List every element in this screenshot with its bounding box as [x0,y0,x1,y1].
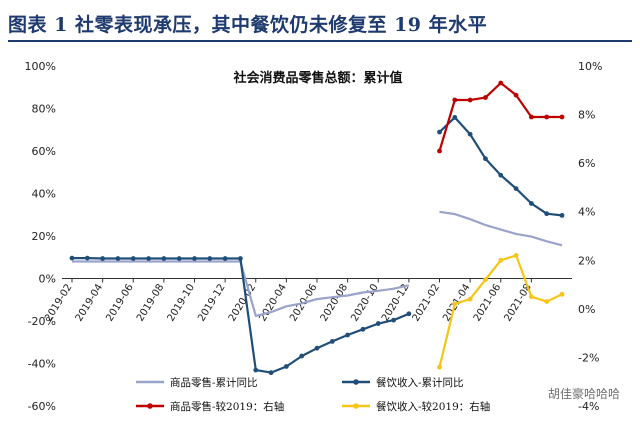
data-point [115,256,121,261]
left-tick-label: 20% [32,230,56,243]
left-tick-label: -40% [28,358,56,371]
data-point [406,311,412,317]
legend-marker [353,403,359,409]
data-point [146,256,151,261]
data-point [498,257,504,263]
data-point [452,115,458,120]
left-tick-label: 40% [32,188,56,201]
data-point [559,212,565,218]
data-point [467,296,473,302]
right-axis: -4% -2% 0% 2% 4% 6% 8% 10% [578,60,602,413]
data-point [130,256,136,261]
figure-title: 图表 1 社零表现承压，其中餐饮仍未修复至 19 年水平 [8,14,488,36]
data-point [513,92,519,98]
data-point [452,301,458,307]
left-axis: -60% -40% -20% 0% 20% 40% 60% 80% 100% [25,60,56,413]
data-point [283,364,289,369]
right-tick-label: 10% [578,60,602,73]
data-point [360,326,366,332]
right-tick-label: -4% [578,400,599,413]
plot-area [69,80,565,376]
data-point [544,114,550,120]
legend-item: 餐饮收入-累计同比 [342,376,464,389]
data-point [192,256,197,261]
right-tick-label: 0% [578,303,595,316]
left-tick-label: -60% [28,400,56,413]
series-3 [437,80,565,154]
legend-item: 商品零售-累计同比 [136,376,258,389]
data-point [467,97,473,103]
data-point [528,201,534,206]
data-point [483,277,488,283]
data-point [437,364,442,370]
data-point [314,345,320,351]
data-point [345,332,351,338]
data-point [528,294,534,300]
legend-marker [353,379,359,385]
data-point [238,256,243,261]
chart-title: 社会消费品零售总额：累计值 [232,70,402,86]
right-tick-label: -2% [578,351,599,364]
data-point [391,317,396,323]
data-point [544,211,550,217]
data-point [207,256,213,261]
data-point [513,253,519,258]
right-tick-label: 2% [578,254,595,267]
data-point [498,80,504,86]
data-point [69,255,75,261]
line-chart: -60% -40% -20% 0% 20% 40% 60% 80% 100% -4% -2% 0% 2… [0,44,640,424]
title-divider [8,40,632,42]
data-point [483,156,488,162]
left-tick-label: 80% [32,103,56,116]
left-tick-label: 60% [32,145,56,158]
data-point [329,339,335,344]
series-line [439,210,563,247]
data-point [222,256,228,261]
right-tick-label: 6% [578,157,595,170]
watermark: 胡佳豪哈哈哈 [548,386,620,401]
data-point [528,114,534,120]
legend-label: 商品零售-累计同比 [170,376,258,389]
data-point [299,353,305,359]
data-point [176,256,182,261]
right-tick-label: 4% [578,206,595,219]
legend-item: 商品零售-较2019：右轴 [136,400,284,413]
data-point [437,148,442,154]
series-4 [437,253,565,370]
data-point [467,131,473,137]
data-point [544,299,550,304]
data-point [253,367,259,373]
data-point [452,97,458,103]
data-point [559,291,565,297]
right-tick-label: 8% [578,109,595,122]
data-point [100,256,106,261]
data-point [161,256,167,261]
legend-label: 商品零售-较2019：右轴 [170,400,284,413]
data-point [84,255,90,261]
data-point [498,172,504,178]
legend-marker [147,403,153,409]
left-tick-label: -20% [28,315,56,328]
data-point [559,114,565,120]
chart-background [0,44,640,424]
data-point [375,321,381,326]
left-tick-label: 0% [39,273,56,286]
legend-item: 餐饮收入-较2019：右轴 [342,400,490,413]
data-point [483,95,488,100]
left-tick-label: 100% [25,60,56,73]
data-point [268,370,274,376]
data-point [437,129,442,135]
series-2 [69,115,565,376]
data-point [513,186,519,192]
legend-label: 餐饮收入-累计同比 [376,376,464,389]
legend-label: 餐饮收入-较2019：右轴 [376,400,490,413]
